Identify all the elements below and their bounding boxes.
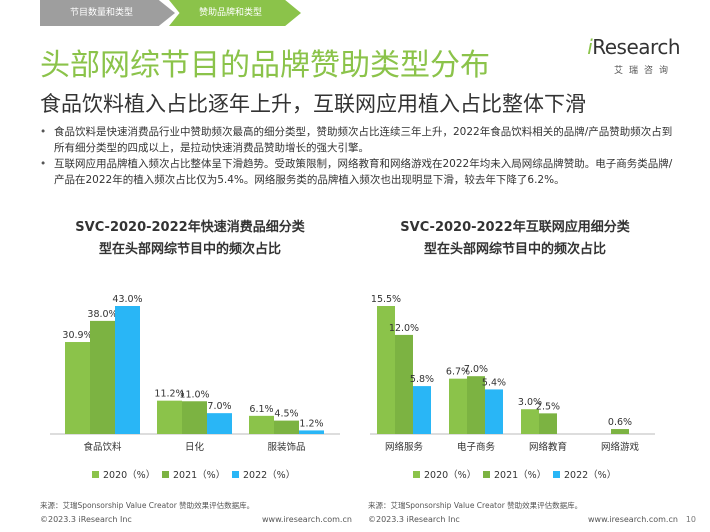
bar xyxy=(377,306,395,434)
chart-right-title: SVC-2020-2022年互联网应用细分类 型在头部网综节目中的频次占比 xyxy=(365,217,665,261)
data-label: 11.0% xyxy=(179,389,209,400)
chart-right-title-line: SVC-2020-2022年互联网应用细分类 xyxy=(400,220,630,235)
chart-right: 15.5% 12.0% 5.8% 网络服务 6.7%7.0% 5.4% 电子商务 3.0%2.… xyxy=(370,294,655,481)
legend-swatch xyxy=(162,471,169,478)
source-right: 来源：艾瑞Sponsorship Value Creator 赞助效果评估数据库… xyxy=(368,501,583,510)
data-label: 0.6% xyxy=(608,417,632,428)
page-number: 10 xyxy=(685,515,696,524)
bar xyxy=(539,413,557,434)
bar xyxy=(182,401,207,434)
data-label: 7.0% xyxy=(464,364,488,375)
bar xyxy=(449,378,467,434)
bar xyxy=(467,376,485,434)
bar xyxy=(90,320,115,434)
data-label: 30.9% xyxy=(62,330,92,341)
copyright-right: ©2023.3 iResearch Inc xyxy=(368,515,460,524)
bullet-list: 食品饮料是快速消费品行业中赞助频次最高的细分类型，赞助频次占比连续三年上升，20… xyxy=(40,124,680,188)
bar xyxy=(521,409,539,434)
data-label: 3.0% xyxy=(518,397,542,408)
bar xyxy=(115,306,140,434)
category-label: 电子商务 xyxy=(457,441,496,453)
data-label: 5.8% xyxy=(410,374,434,385)
category-label: 服装饰品 xyxy=(267,441,305,453)
legend-swatch xyxy=(232,471,239,478)
page-subtitle: 食品饮料植入占比逐年上升，互联网应用植入占比整体下滑 xyxy=(40,92,586,116)
legend-label: 2020（%） xyxy=(103,469,155,481)
bar xyxy=(249,415,274,434)
data-label: 43.0% xyxy=(112,294,142,305)
page-title: 头部网综节目的品牌赞助类型分布 xyxy=(40,48,490,83)
bar xyxy=(65,342,90,434)
data-label: 6.1% xyxy=(249,404,273,415)
logo-main-text: iResearch xyxy=(587,35,680,59)
website-right: www.iresearch.com.cn xyxy=(588,515,678,524)
legend-swatch xyxy=(92,471,99,478)
iresearch-logo: iResearch 艾瑞咨询 xyxy=(560,35,680,83)
data-label: 5.4% xyxy=(482,377,506,388)
chart-right-title-line: 型在头部网综节目中的频次占比 xyxy=(423,242,606,257)
legend-label: 2020（%） xyxy=(424,469,476,481)
data-label: 12.0% xyxy=(389,323,419,334)
bar xyxy=(413,386,431,434)
bullet-item: 互联网应用品牌植入频次占比整体呈下滑趋势。受政策限制，网络教育和网络游戏在202… xyxy=(40,156,680,188)
bar xyxy=(395,334,413,434)
legend-swatch xyxy=(553,471,560,478)
bar xyxy=(299,430,324,434)
copyright-left: ©2023.3 iResearch Inc xyxy=(40,515,132,524)
legend-label: 2022（%） xyxy=(243,469,295,481)
chart-left: 30.9% 38.0% 43.0% 食品饮料 11.2%11.0%7.0% 日化 6.1% 4… xyxy=(50,294,340,481)
legend-swatch xyxy=(413,471,420,478)
chart-left-title-line: SVC-2020-2022年快速消费品细分类 xyxy=(75,220,305,235)
legend-label: 2021（%） xyxy=(494,469,546,481)
tab-program-count-type[interactable]: 节目数量和类型 xyxy=(40,0,175,26)
legend-label: 2022（%） xyxy=(564,469,616,481)
bar xyxy=(157,400,182,434)
category-label: 食品饮料 xyxy=(83,441,122,453)
data-label: 11.2% xyxy=(154,389,184,400)
data-label: 15.5% xyxy=(371,294,401,305)
legend-swatch xyxy=(483,471,490,478)
tab-bar: 节目数量和类型 赞助品牌和类型 xyxy=(40,0,301,26)
tab-sponsor-brand-type[interactable]: 赞助品牌和类型 xyxy=(169,0,301,26)
bar xyxy=(207,413,232,434)
legend-label: 2021（%） xyxy=(173,469,225,481)
chart-left-title: SVC-2020-2022年快速消费品细分类 型在头部网综节目中的频次占比 xyxy=(40,217,340,261)
category-label: 日化 xyxy=(185,441,205,453)
category-label: 网络教育 xyxy=(529,441,567,453)
data-label: 4.5% xyxy=(274,409,298,420)
logo-sub-text: 艾瑞咨询 xyxy=(613,66,674,76)
category-label: 网络游戏 xyxy=(601,441,640,453)
data-label: 7.0% xyxy=(207,401,231,412)
bullet-item: 食品饮料是快速消费品行业中赞助频次最高的细分类型，赞助频次占比连续三年上升，20… xyxy=(40,124,680,156)
category-label: 网络服务 xyxy=(385,441,424,453)
chart-left-title-line: 型在头部网综节目中的频次占比 xyxy=(98,242,281,257)
bar xyxy=(485,389,503,434)
data-label: 1.2% xyxy=(299,418,323,429)
source-left: 来源：艾瑞Sponsorship Value Creator 赞助效果评估数据库… xyxy=(40,501,255,510)
data-label: 38.0% xyxy=(87,309,117,320)
bar xyxy=(611,429,629,434)
website-left: www.iresearch.com.cn xyxy=(262,515,352,524)
bar xyxy=(274,420,299,434)
data-label: 2.5% xyxy=(536,401,560,412)
data-label: 6.7% xyxy=(446,367,470,378)
